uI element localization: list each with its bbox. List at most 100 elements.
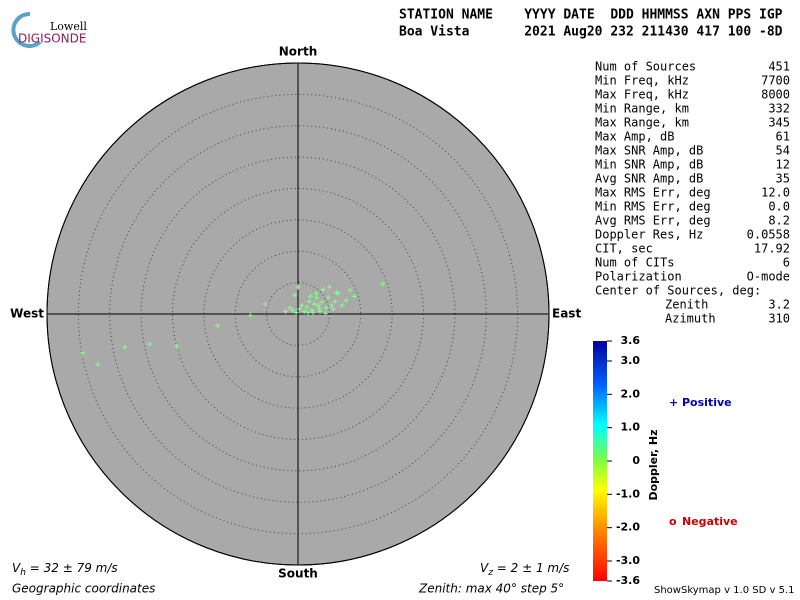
source-point — [315, 302, 321, 308]
source-point — [339, 302, 345, 308]
source-point — [304, 304, 310, 310]
source-point — [311, 301, 317, 307]
source-point — [309, 307, 315, 313]
source-point — [95, 361, 101, 367]
stat-value: 8.2 — [768, 214, 790, 228]
stat-label: Center of Sources, deg: — [595, 284, 761, 298]
colorbar — [593, 341, 607, 581]
stat-value: 17.92 — [754, 242, 790, 256]
source-point — [287, 305, 293, 311]
header-columns: STATION NAME YYYY DATE DDD HHMMSS AXN PP… — [399, 8, 783, 23]
colorbar-tick-label: -3.0 — [616, 554, 640, 567]
colorbar-tick-label: 3.0 — [621, 354, 641, 367]
west-label: West — [10, 307, 44, 321]
stat-value: 345 — [768, 116, 790, 130]
source-point — [306, 298, 312, 304]
colorbar-tick-label: 2.0 — [621, 387, 641, 400]
positive-marker: + — [669, 396, 678, 409]
stat-label: Max Range, km — [595, 116, 689, 130]
vh-text: = 32 ± 79 m/s — [26, 561, 118, 575]
source-point — [282, 308, 288, 314]
stat-label: Max SNR Amp, dB — [595, 144, 703, 158]
stat-value: 6 — [783, 256, 790, 270]
colorbar-tick-label: 0 — [632, 454, 640, 467]
source-point — [295, 284, 301, 290]
source-point — [301, 308, 307, 314]
stat-label: Min Freq, kHz — [595, 74, 689, 88]
source-point — [314, 295, 320, 301]
vh-sub: h — [20, 568, 26, 578]
stat-label: Doppler Res, Hz — [595, 228, 703, 242]
source-point — [305, 310, 311, 316]
source-point — [333, 290, 339, 296]
stat-label: Polarization — [595, 270, 682, 284]
stat-label: Avg RMS Err, deg — [595, 214, 711, 228]
stat-label: Avg SNR Amp, dB — [595, 172, 703, 186]
stat-label: Min SNR Amp, dB — [595, 158, 703, 172]
stat-value: 3.2 — [768, 298, 790, 312]
colorbar-tick-label: -3.6 — [616, 574, 640, 587]
source-point — [320, 287, 326, 293]
stat-label: Min RMS Err, deg — [595, 200, 711, 214]
source-point — [262, 301, 268, 307]
source-point — [247, 312, 253, 318]
stat-label: Azimuth — [665, 312, 716, 326]
stat-value: 332 — [768, 102, 790, 116]
source-point — [380, 281, 386, 287]
vh-symbol: V — [12, 561, 21, 575]
source-point — [330, 306, 336, 312]
source-point — [290, 307, 296, 313]
negative-label: Negative — [682, 515, 738, 528]
source-point — [215, 323, 221, 329]
stat-value: 0.0558 — [747, 228, 790, 242]
source-point — [174, 343, 180, 349]
stat-label: Max RMS Err, deg — [595, 186, 711, 200]
stat-value: O-mode — [747, 270, 790, 284]
source-point — [297, 306, 303, 312]
vz-text: = 2 ± 1 m/s — [493, 561, 569, 575]
version: ShowSkymap v 1.0 SD v 5.1 — [654, 585, 794, 596]
source-point — [323, 310, 329, 316]
source-point — [147, 341, 153, 347]
logo-arc — [11, 11, 42, 48]
source-point — [317, 308, 323, 314]
source-point — [292, 292, 298, 298]
source-point — [347, 287, 353, 293]
source-point — [122, 344, 128, 350]
north-label: North — [279, 45, 317, 59]
stat-value: 12.0 — [761, 186, 790, 200]
positive-label: Positive — [682, 396, 732, 409]
colorbar-tick-label: -1.0 — [616, 487, 640, 500]
source-point — [326, 284, 332, 290]
source-point — [343, 297, 349, 303]
stat-label: Zenith — [665, 298, 708, 312]
stat-value: 0.0 — [768, 200, 790, 214]
source-point — [310, 310, 316, 316]
source-point — [299, 302, 305, 308]
source-point — [323, 305, 329, 311]
zenith-info: Zenith: max 40° step 5° — [418, 582, 564, 596]
east-label: East — [552, 307, 581, 321]
colorbar-tick-label: -2.0 — [616, 521, 640, 534]
stat-label: Num of Sources — [595, 60, 696, 74]
vz-symbol: V — [480, 561, 489, 575]
header-values: Boa Vista 2021 Aug20 232 211430 417 100 … — [399, 25, 783, 40]
colorbar-label: Doppler, Hz — [647, 429, 660, 500]
stat-value: 12 — [776, 158, 790, 172]
stat-value: 8000 — [761, 88, 790, 102]
stat-value: 310 — [768, 312, 790, 326]
source-point — [328, 302, 334, 308]
vz: Vz = 2 ± 1 m/s — [480, 561, 569, 578]
stat-value: 7700 — [761, 74, 790, 88]
stat-value: 451 — [768, 60, 790, 74]
south-label: South — [278, 567, 318, 581]
stat-value: 35 — [776, 172, 790, 186]
logo-top: Lowell — [50, 20, 87, 33]
stat-label: CIT, sec — [595, 242, 653, 256]
stat-label: Min Range, km — [595, 102, 689, 116]
stat-value: 61 — [776, 130, 790, 144]
source-point — [332, 298, 338, 304]
source-point — [308, 293, 314, 299]
stat-label: Max Amp, dB — [595, 130, 674, 144]
